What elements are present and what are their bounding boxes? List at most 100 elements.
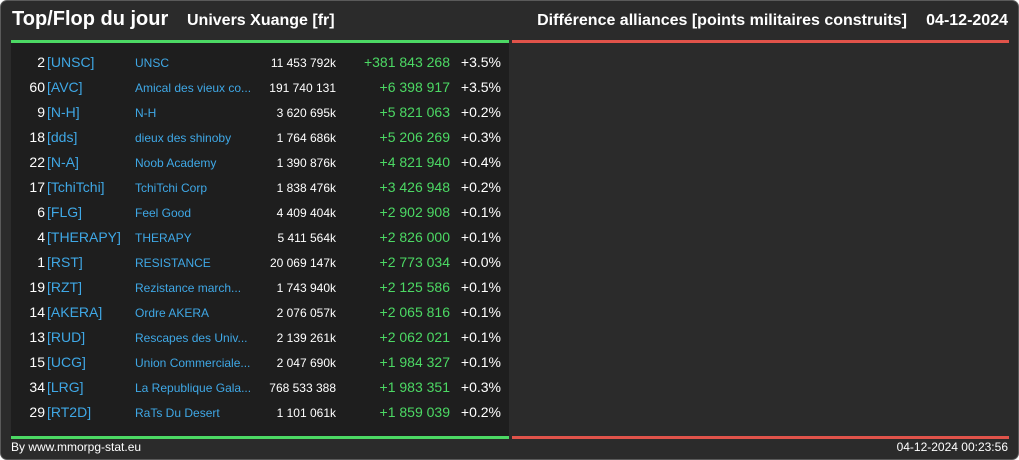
alliance-rank: 18 [29, 129, 45, 145]
header: Top/Flop du jour Univers Xuange [fr] Dif… [1, 1, 1018, 41]
alliance-diff: +3 426 948 [379, 179, 450, 195]
alliance-rank: 22 [29, 154, 45, 170]
alliance-points: 1 743 940k [276, 281, 336, 295]
alliance-rank: 29 [29, 404, 45, 420]
alliance-points: 20 069 147k [269, 256, 336, 270]
alliance-points: 191 740 131 [269, 81, 336, 95]
alliance-diff: +2 826 000 [379, 229, 450, 245]
top-panel: 2 [UNSC] UNSC 11 453 792k +381 843 268 +3.5% 6… [11, 40, 509, 439]
top-list: 2 [UNSC] UNSC 11 453 792k +381 843 268 +3.5% 6… [11, 50, 509, 425]
alliance-name[interactable]: Amical des vieux co... [135, 81, 252, 95]
alliance-tag[interactable]: [RZT] [47, 279, 82, 295]
alliance-pct: +0.3% [460, 379, 501, 395]
alliance-pct: +0.1% [460, 229, 501, 245]
alliance-diff: +1 984 327 [379, 354, 450, 370]
alliance-rank: 34 [29, 379, 45, 395]
alliance-diff: +381 843 268 [363, 54, 450, 70]
table-row: 29 [RT2D] RaTs Du Desert 1 101 061k +1 859 0… [11, 400, 509, 425]
alliance-rank: 13 [29, 329, 45, 345]
alliance-diff: +2 125 586 [379, 279, 450, 295]
alliance-tag[interactable]: [UNSC] [47, 54, 95, 70]
alliance-points: 4 409 404k [276, 206, 336, 220]
footer-timestamp: 04-12-2024 00:23:56 [896, 440, 1008, 454]
alliance-tag[interactable]: [RUD] [47, 329, 86, 345]
alliance-pct: +0.2% [460, 104, 501, 120]
alliance-tag[interactable]: [AVC] [47, 79, 83, 95]
alliance-name[interactable]: Union Commerciale... [135, 356, 251, 370]
alliance-diff: +2 773 034 [379, 254, 450, 270]
alliance-name[interactable]: Rescapes des Univ... [135, 331, 248, 345]
alliance-name[interactable]: Ordre AKERA [135, 306, 210, 320]
alliance-points: 768 533 388 [269, 381, 336, 395]
alliance-tag[interactable]: [RT2D] [47, 404, 92, 420]
alliance-tag[interactable]: [N-H] [47, 104, 80, 120]
table-row: 22 [N-A] Noob Academy 1 390 876k +4 821 940 +… [11, 150, 509, 175]
alliance-pct: +0.1% [460, 204, 501, 220]
footer-credit[interactable]: By www.mmorpg-stat.eu [11, 440, 142, 454]
alliance-points: 1 390 876k [276, 156, 336, 170]
alliance-name[interactable]: TchiTchi Corp [135, 181, 208, 195]
alliance-diff: +4 821 940 [379, 154, 450, 170]
alliance-tag[interactable]: [FLG] [47, 204, 83, 220]
alliance-tag[interactable]: [TchiTchi] [47, 179, 105, 195]
alliance-name[interactable]: La Republique Gala... [135, 381, 252, 395]
alliance-diff: +5 821 063 [379, 104, 450, 120]
alliance-rank: 19 [29, 279, 45, 295]
alliance-name[interactable]: UNSC [135, 56, 170, 70]
universe-subtitle: Univers Xuange [fr] [187, 12, 335, 29]
alliance-diff: +1 859 039 [379, 404, 450, 420]
table-row: 18 [dds] dieux des shinoby 1 764 686k +5 206… [11, 125, 509, 150]
alliance-diff: +2 902 908 [379, 204, 450, 220]
alliance-name[interactable]: Feel Good [135, 206, 192, 220]
table-row: 34 [LRG] La Republique Gala... 768 533 388 +… [11, 375, 509, 400]
alliance-name[interactable]: N-H [135, 106, 157, 120]
alliance-tag[interactable]: [RST] [47, 254, 83, 270]
alliance-name[interactable]: dieux des shinoby [135, 131, 232, 145]
table-row: 14 [AKERA] Ordre AKERA 2 076 057k +2 065 816… [11, 300, 509, 325]
alliance-name[interactable]: THERAPY [135, 231, 192, 245]
alliance-pct: +0.1% [460, 304, 501, 320]
alliance-points: 11 453 792k [270, 56, 336, 70]
alliance-pct: +0.1% [460, 279, 501, 295]
flop-panel [512, 40, 1009, 439]
alliance-points: 2 047 690k [276, 356, 336, 370]
table-row: 60 [AVC] Amical des vieux co... 191 740 131… [11, 75, 509, 100]
alliance-diff: +1 983 351 [379, 379, 450, 395]
alliance-diff: +2 065 816 [379, 304, 450, 320]
alliance-tag[interactable]: [N-A] [47, 154, 79, 170]
alliance-name[interactable]: RaTs Du Desert [135, 406, 220, 420]
table-row: 2 [UNSC] UNSC 11 453 792k +381 843 268 +3.5% [11, 50, 509, 75]
alliance-pct: +0.3% [460, 129, 501, 145]
alliance-points: 3 620 695k [276, 106, 336, 120]
alliance-tag[interactable]: [dds] [47, 129, 78, 145]
alliance-tag[interactable]: [UCG] [47, 354, 86, 370]
alliance-rank: 14 [29, 304, 45, 320]
alliance-rank: 17 [29, 179, 45, 195]
alliance-tag[interactable]: [AKERA] [47, 304, 103, 320]
alliance-rank: 9 [37, 104, 45, 120]
alliance-name[interactable]: Noob Academy [135, 156, 217, 170]
alliance-name[interactable]: RESISTANCE [135, 256, 211, 270]
alliance-points: 1 101 061k [276, 406, 336, 420]
ranking-title: Différence alliances [points militaires … [537, 12, 907, 29]
alliance-diff: +2 062 021 [379, 329, 450, 345]
table-row: 15 [UCG] Union Commerciale... 2 047 690k +1 … [11, 350, 509, 375]
alliance-pct: +3.5% [460, 54, 501, 70]
alliance-points: 5 411 564k [277, 231, 337, 245]
alliance-rank: 15 [29, 354, 45, 370]
alliance-name[interactable]: Rezistance march... [135, 281, 242, 295]
alliance-pct: +0.2% [460, 404, 501, 420]
alliance-rank: 60 [29, 79, 45, 95]
table-row: 13 [RUD] Rescapes des Univ... 2 139 261k +2 … [11, 325, 509, 350]
header-date: 04-12-2024 [926, 12, 1008, 29]
alliance-tag[interactable]: [THERAPY] [47, 229, 121, 245]
alliance-pct: +0.0% [460, 254, 501, 270]
alliance-rank: 6 [37, 204, 45, 220]
page-title: Top/Flop du jour [12, 8, 169, 30]
table-row: 17 [TchiTchi] TchiTchi Corp 1 838 476k +3 42… [11, 175, 509, 200]
alliance-diff: +5 206 269 [379, 129, 450, 145]
alliance-pct: +0.1% [460, 329, 501, 345]
table-row: 19 [RZT] Rezistance march... 1 743 940k +2 1… [11, 275, 509, 300]
alliance-tag[interactable]: [LRG] [47, 379, 84, 395]
